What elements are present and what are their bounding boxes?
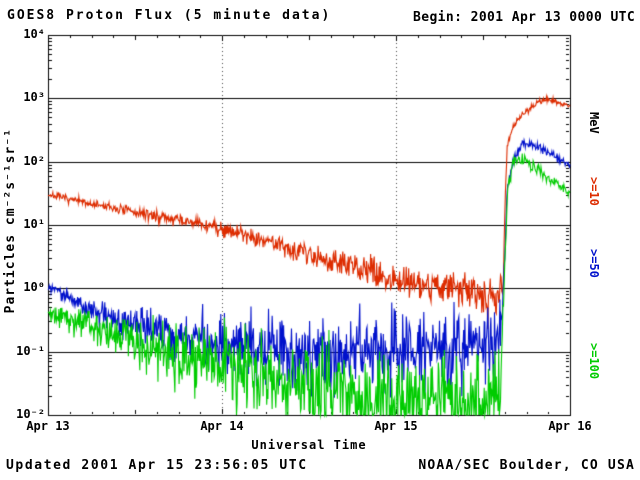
- chart-title: GOES8 Proton Flux (5 minute data): [7, 8, 332, 23]
- y-tick-label: 10¹: [23, 217, 45, 231]
- updated-timestamp: Updated 2001 Apr 15 23:56:05 UTC: [6, 458, 308, 473]
- x-tick-label: Apr 15: [374, 419, 418, 433]
- y-tick-label: 10²: [23, 153, 45, 168]
- x-axis-label: Universal Time: [251, 438, 367, 452]
- y-tick-label: 10⁻¹: [16, 343, 45, 358]
- y-tick-label: 10⁰: [23, 280, 45, 295]
- legend-ge100: >=100: [587, 343, 601, 380]
- y-tick-label: 10³: [23, 90, 45, 105]
- legend-unit-mev: MeV: [587, 112, 601, 134]
- legend-ge10: >=10: [587, 177, 601, 206]
- x-tick-label: Apr 13: [26, 419, 70, 433]
- source-credit: NOAA/SEC Boulder, CO USA: [418, 458, 635, 473]
- legend-ge50: >=50: [587, 249, 601, 278]
- x-tick-label: Apr 16: [548, 419, 592, 433]
- begin-timestamp: Begin: 2001 Apr 13 0000 UTC: [413, 10, 636, 25]
- x-tick-label: Apr 14: [200, 419, 244, 433]
- y-tick-label: 10⁻²: [16, 407, 45, 421]
- y-tick-label: 10⁴: [23, 27, 45, 41]
